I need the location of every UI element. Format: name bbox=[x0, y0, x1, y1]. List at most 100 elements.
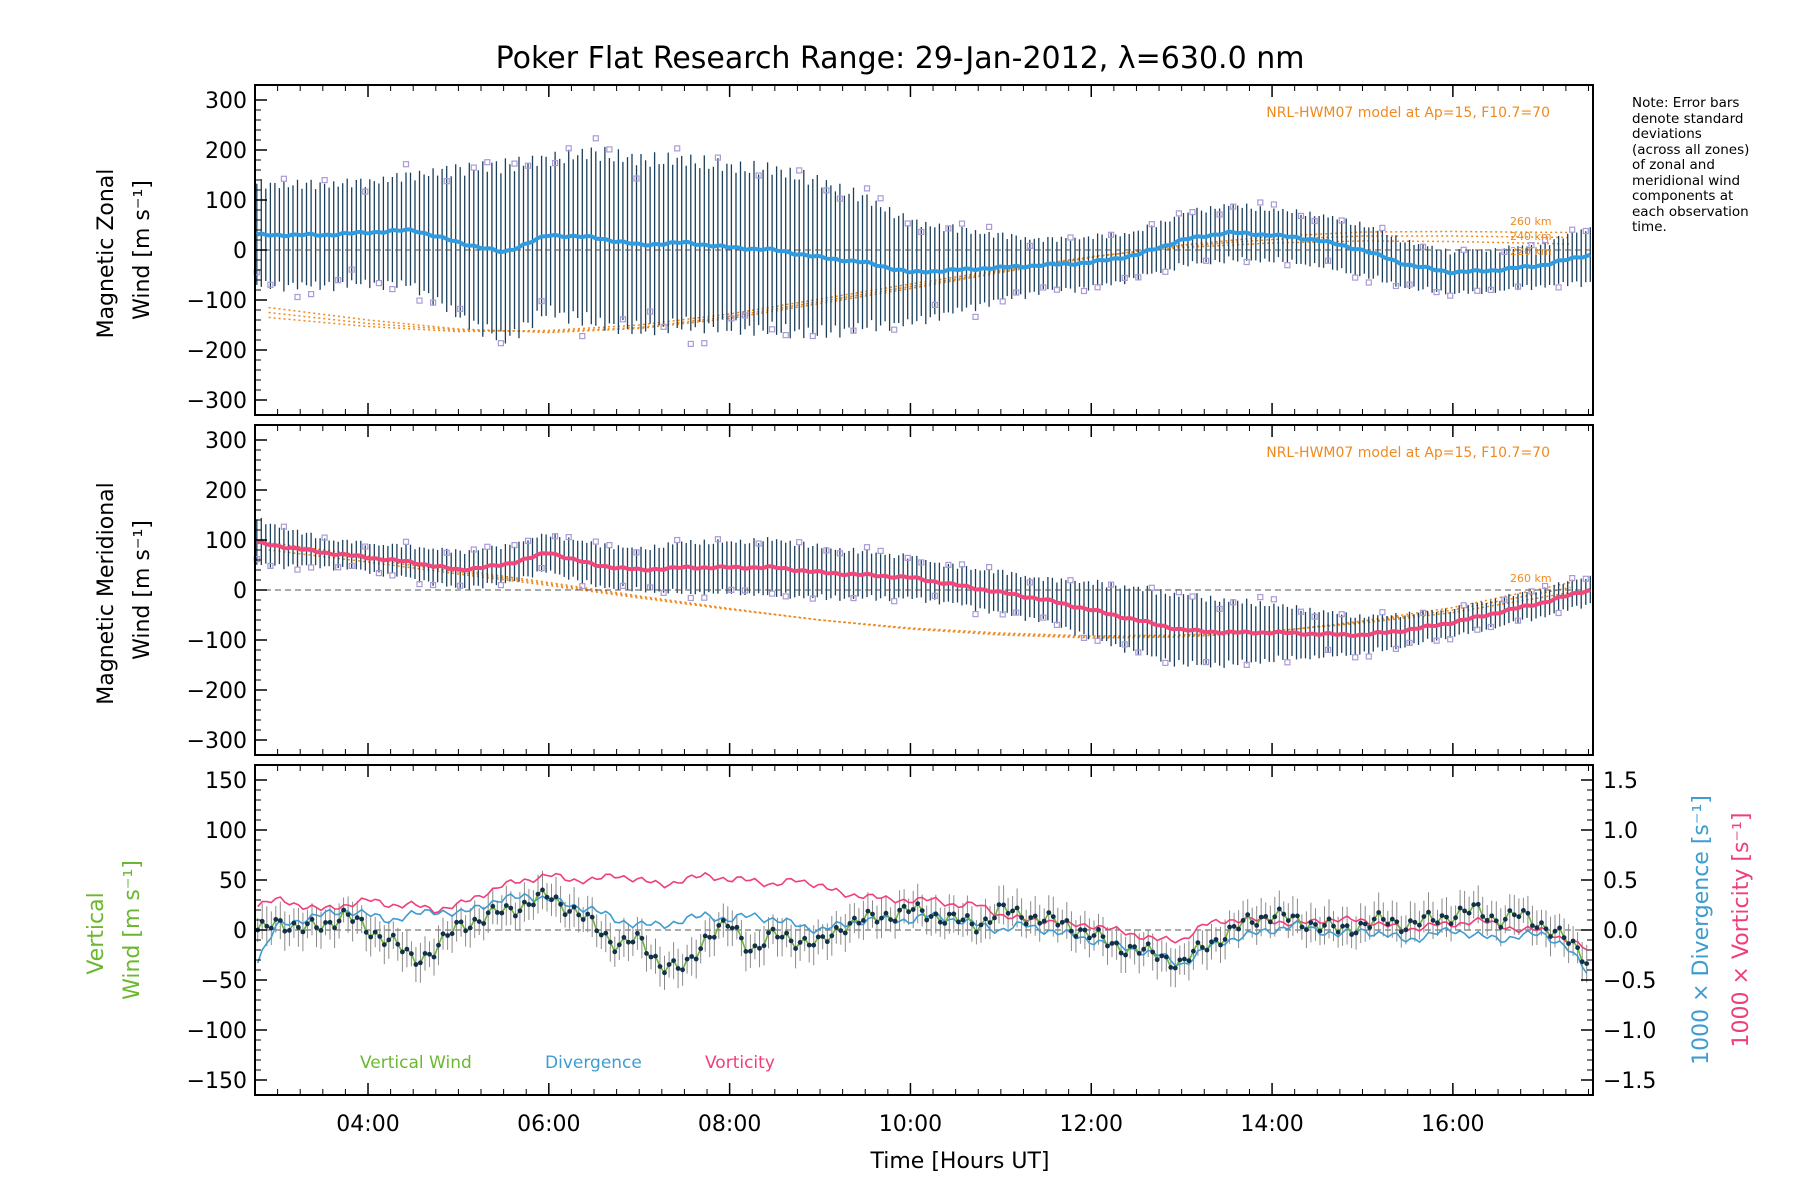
vertical-wind-point bbox=[1353, 930, 1359, 936]
y-tick-label: −0.5 bbox=[1603, 969, 1656, 994]
outlier-marker bbox=[1053, 621, 1061, 629]
outlier-marker bbox=[1487, 623, 1494, 631]
outlier-marker bbox=[823, 547, 830, 554]
outlier-marker bbox=[1365, 653, 1372, 660]
vertical-wind-point bbox=[1344, 923, 1350, 929]
outlier-marker bbox=[1379, 609, 1386, 616]
vertical-wind-point bbox=[576, 912, 582, 918]
outlier-marker bbox=[674, 145, 681, 152]
vertical-wind-point bbox=[463, 928, 468, 934]
vertical-wind-point bbox=[481, 921, 487, 926]
y-tick-label: 1.0 bbox=[1603, 819, 1638, 844]
y-tick-label: 1.5 bbox=[1603, 769, 1638, 794]
outlier-marker bbox=[443, 178, 450, 185]
y-tick-label: −300 bbox=[187, 389, 247, 414]
zonal-alt-label-240: 240 km bbox=[1510, 230, 1552, 243]
outlier-marker bbox=[1447, 292, 1454, 299]
vertical-wind-point bbox=[1182, 956, 1187, 962]
vertical-wind-point bbox=[992, 915, 997, 921]
vertical-wind-point bbox=[1105, 943, 1110, 949]
outlier-marker bbox=[1216, 605, 1223, 613]
outlier-marker bbox=[402, 538, 410, 545]
vertical-wind-point bbox=[1331, 923, 1336, 929]
outlier-marker bbox=[551, 533, 559, 540]
vertical-wind-point bbox=[675, 966, 681, 971]
note-line: each observation bbox=[1632, 203, 1749, 220]
outlier-marker bbox=[850, 594, 857, 602]
note-line: time. bbox=[1632, 219, 1667, 235]
vertical-wind-point bbox=[870, 911, 875, 917]
outlier-marker bbox=[484, 159, 491, 166]
outlier-marker bbox=[1284, 659, 1291, 666]
outlier-marker bbox=[1487, 286, 1494, 293]
y-tick-label: 0 bbox=[233, 239, 247, 264]
vertical-wind-point bbox=[1561, 935, 1567, 940]
vertical-wind-point bbox=[797, 940, 803, 945]
meridional-errorbars bbox=[253, 517, 1591, 669]
outlier-marker bbox=[321, 534, 328, 541]
legend-vertical-wind: Vertical Wind bbox=[360, 1053, 472, 1073]
outlier-marker bbox=[1216, 211, 1223, 218]
y-tick-label: 150 bbox=[205, 769, 247, 794]
outlier-marker bbox=[687, 340, 694, 347]
divergence-ylabel: 1000 × Divergence [s⁻¹] bbox=[1689, 795, 1714, 1065]
outlier-marker bbox=[267, 562, 274, 570]
vertical-ylabel: Vertical Wind [m s⁻¹] bbox=[84, 860, 145, 1000]
vertical-wind-point bbox=[919, 908, 925, 913]
vertical-wind-point bbox=[1059, 919, 1065, 925]
vertical-wind-point bbox=[888, 917, 893, 922]
model-curve bbox=[268, 549, 1571, 637]
vertical-wind-point bbox=[725, 923, 731, 929]
vertical-wind-point bbox=[770, 926, 776, 932]
vertical-wind-point bbox=[1209, 939, 1214, 945]
outlier-marker bbox=[674, 536, 681, 544]
vertical-wind-point bbox=[1186, 958, 1192, 964]
outlier-marker bbox=[484, 543, 491, 550]
outlier-marker bbox=[1107, 581, 1115, 588]
vertical-wind-point bbox=[1457, 905, 1463, 911]
outlier-marker bbox=[1094, 637, 1101, 644]
vorticity-line bbox=[257, 871, 1588, 951]
vertical-wind-point bbox=[1584, 961, 1590, 966]
y-tick-label: 300 bbox=[205, 89, 247, 114]
vertical-wind-point bbox=[974, 929, 979, 935]
vertical-wind-point bbox=[359, 916, 365, 922]
vertical-wind-point bbox=[549, 897, 554, 903]
outlier-marker bbox=[1040, 284, 1047, 291]
vertical-wind-point bbox=[969, 921, 975, 927]
meridional-mean-line bbox=[256, 539, 1592, 638]
y-tick-label: −200 bbox=[187, 339, 247, 364]
zonal-alt-label-220: 220 km bbox=[1510, 245, 1552, 258]
note-line: components at bbox=[1632, 188, 1734, 204]
outlier-marker bbox=[606, 541, 613, 549]
outlier-marker bbox=[931, 592, 938, 599]
vertical-wind-point bbox=[1552, 928, 1558, 934]
vertical-wind-point bbox=[1073, 934, 1079, 939]
vertical-wind-point bbox=[1114, 940, 1119, 946]
y-tick-label: 300 bbox=[205, 429, 247, 454]
vertical-wind-point bbox=[354, 915, 360, 920]
outlier-marker bbox=[1379, 224, 1386, 231]
vertical-wind-point bbox=[996, 902, 1002, 908]
vertical-wind-point bbox=[1493, 918, 1499, 924]
outlier-marker bbox=[565, 145, 572, 152]
vertical-wind-point bbox=[472, 916, 478, 922]
vertical-wind-point bbox=[1430, 918, 1436, 923]
vertical-wind-point bbox=[666, 962, 672, 967]
vertical-wind-point bbox=[680, 967, 685, 973]
outlier-marker bbox=[1243, 661, 1250, 669]
vertical-wind-point bbox=[580, 917, 586, 922]
vertical-wind-point bbox=[838, 928, 844, 933]
vertical-wind-point bbox=[761, 943, 767, 949]
vertical-wind-point bbox=[1543, 926, 1549, 932]
vertical-wind-point bbox=[1195, 940, 1201, 945]
vertical-wind-point bbox=[833, 925, 839, 930]
outlier-marker bbox=[348, 266, 355, 273]
vertical-frame bbox=[254, 764, 1594, 1096]
error-bar-note: Note: Error bars denote standard deviati… bbox=[1632, 95, 1792, 236]
note-line: of zonal and bbox=[1632, 157, 1715, 173]
vertical-wind-point bbox=[454, 919, 459, 925]
vertical-wind-point bbox=[1154, 957, 1160, 963]
x-tick-label: 08:00 bbox=[698, 1112, 761, 1137]
outlier-marker bbox=[945, 225, 952, 232]
